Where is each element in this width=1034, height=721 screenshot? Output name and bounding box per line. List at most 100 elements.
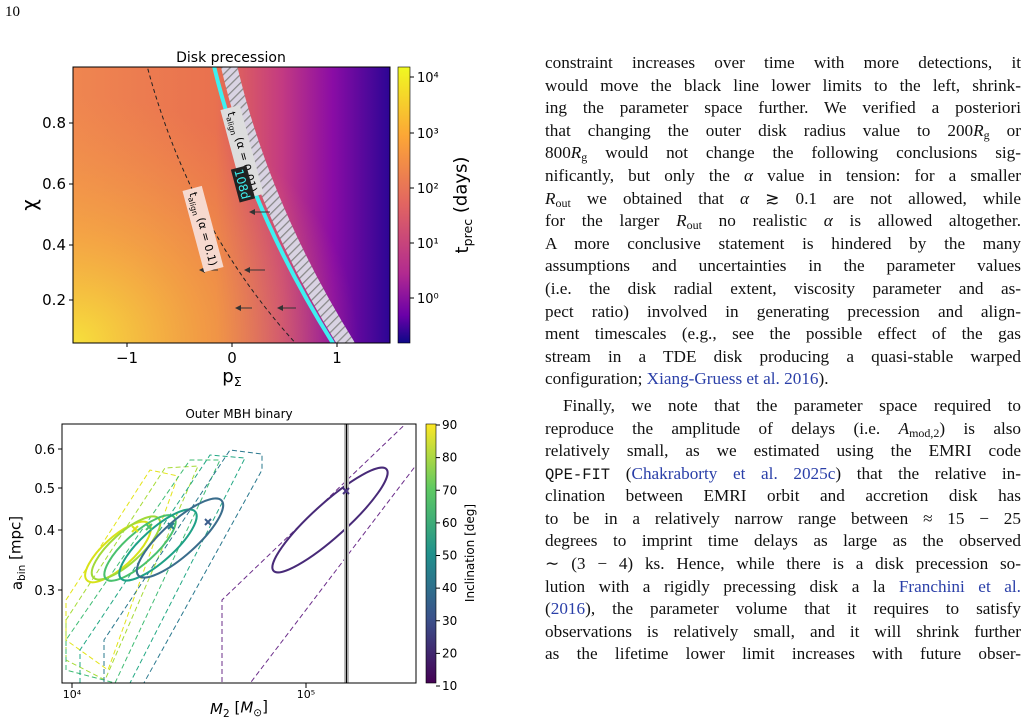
text-line: would move the black line lower limits t… [545,75,1021,98]
text-run: 2 [223,708,230,720]
text-line: A more conclusive statement is hindered … [545,233,1021,256]
text-run: would move the black line lower limits t… [545,75,1021,95]
colorbar-label: Inclination [deg] [463,504,477,602]
text-run: R [973,120,984,140]
text-run: Σ [234,374,242,389]
text-line: Rout we obtained that α ≳ 0.1 are not al… [545,188,1021,211]
colorbar-tick-label: 60 [442,516,457,530]
citation-link[interactable]: Franchini et al. [898,576,1021,596]
text-line: lution with a rigidly precessing disk a … [545,576,1021,599]
text-run: ⊙ [253,707,262,719]
x-tick-label: 10⁵ [297,688,315,701]
text-line: assumptions and uncertainties in the par… [545,255,1021,278]
text-run: ( [545,599,551,619]
text-run: A more conclusive statement is hindered … [545,233,1021,253]
text-run: R [570,143,582,163]
colorbar-tick-label: 10¹ [417,237,439,252]
text-run: A [898,418,910,438]
text-run: ). [818,369,829,389]
text-run: relatively small, as we estimated using … [545,441,1021,461]
text-line: pect ratio) involved in generating prece… [545,301,1021,324]
text-line: that changing the outer disk radius valu… [545,120,1021,143]
text-run: assumptions and uncertainties in the par… [545,256,1021,276]
colorbar [397,66,411,344]
y-tick-label: 0.2 [42,291,66,309]
text-run: ) is also [939,418,1022,438]
text-run: R [676,211,687,231]
text-run: lution with a rigidly precessing disk a … [545,576,899,596]
text-run: configuration; [545,369,647,389]
text-run: would not change the following conclusio… [587,143,1021,163]
text-run: p [222,366,233,387]
text-run: prec [460,219,475,247]
text-line: 800Rg would not change the following con… [545,142,1021,165]
heatmap: talign (α = 0.1) talign (α = 0.01) 108d [73,67,390,343]
text-run: bin [16,565,28,581]
citation-link[interactable]: Chakraborty et al. 2025c [631,463,836,483]
y-tick-label: 0.4 [42,236,66,254]
text-run: out [686,218,702,233]
text-line: ∼ (3 − 4) ks. Hence, while there is a di… [545,553,1021,576]
x-tick-label: 1 [332,349,342,367]
text-run: observations is relatively small, and it… [545,621,1021,641]
y-tick-label: 0.6 [42,175,66,193]
colorbar-tick-label: 10³ [417,127,439,142]
text-line: observations is relatively small, and it… [545,621,1021,644]
text-run: R [545,188,556,208]
text-line: Finally, we note that the parameter spac… [545,395,1021,418]
text-run: 800 [545,143,571,163]
text-line: reproduce the amplitude of delays (i.e. … [545,418,1021,441]
text-run: ing the parameter space further. We veri… [545,98,1021,118]
text-line: degrees to imprint time delays as large … [545,530,1021,553]
text-run: M [210,700,223,718]
text-run: (i.e. the disk radial extent, viscosity … [545,278,1021,298]
text-run: M [240,699,253,717]
text-run: pect ratio) involved in generating prece… [545,301,1021,321]
colorbar-tick-label: 50 [442,549,457,563]
plot-title: Disk precession [176,50,286,66]
y-tick-label: 0.5 [34,482,55,497]
text-line: ing the parameter space further. We veri… [545,97,1021,120]
citation-link[interactable]: Xiang-Gruess et al. 2016 [646,369,819,389]
y-axis-label: χ [17,199,41,211]
contours [62,424,416,683]
text-run: ment timescales (e.g., see the possible … [545,324,1021,344]
text-run: α [823,211,833,231]
text-run: degrees to imprint time delays as large … [545,531,1021,551]
text-run: Finally, we note that the parameter spac… [563,395,1021,415]
x-tick-label: −1 [116,349,138,367]
colorbar-tick-label: 10² [417,182,439,197]
text-run: ≳ 0.1 are not allowed, while [749,188,1022,208]
text-run: stream in a TDE disk producing a quasi-s… [545,346,1021,366]
text-line: for the larger Rout no realistic α is al… [545,210,1021,233]
colorbar-label: tprec (days) [450,157,474,254]
text-line: to be in a relatively narrow range betwe… [545,508,1021,531]
text-run: [mpc] [7,516,25,565]
text-run: mod,2 [909,425,940,440]
colorbar-tick-label: 10⁴ [417,71,439,86]
text-run: ] [262,697,268,715]
y-tick-label: 0.8 [42,114,66,132]
citation-link[interactable]: 2016 [550,599,586,619]
x-tick-label: 10⁴ [63,688,82,701]
text-run: g [581,150,588,165]
axes-frame [61,423,417,684]
text-run: a [8,581,26,590]
text-run: t [224,110,238,118]
text-run: as the lifetime lower limit increases wi… [545,644,1021,664]
y-tick-label: 0.6 [34,443,55,458]
text-run: no realistic [701,211,824,231]
text-run: value in tension: for a smaller [753,165,1021,185]
x-axis-label: M2 [M⊙] [210,697,268,720]
text-run: reproduce the amplitude of delays (i.e. [545,418,899,438]
text-run: (days) [450,157,471,219]
colorbar-tick-label: 70 [442,483,457,497]
text-run: for the larger [545,211,677,231]
x-axis-label: pΣ [222,366,241,389]
text-run: g [983,127,990,142]
text-run: t [452,246,473,253]
text-line: configuration; Xiang-Gruess et al. 2016)… [545,368,1021,391]
text-run: [ [230,699,241,717]
text-run: Inclination [deg] [463,504,477,602]
